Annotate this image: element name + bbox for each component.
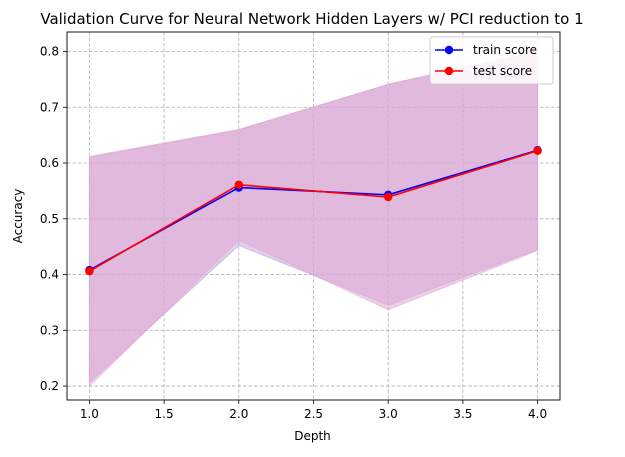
legend-label-1: test score xyxy=(473,64,532,78)
legend-box xyxy=(429,36,554,85)
y-tick-label-2: 0.4 xyxy=(40,268,59,282)
x-tick-label-1: 1.5 xyxy=(155,407,174,421)
series-1-point-0 xyxy=(85,267,94,276)
y-tick-label-3: 0.5 xyxy=(40,212,59,226)
series-1-point-3 xyxy=(533,146,542,155)
legend-marker-1 xyxy=(444,66,454,76)
x-tick-label-2: 2.0 xyxy=(229,407,248,421)
y-axis-label: Accuracy xyxy=(11,189,25,244)
x-tick-label-6: 4.0 xyxy=(528,407,547,421)
series-line-1 xyxy=(89,149,538,272)
y-tick-label-0: 0.2 xyxy=(40,379,59,393)
x-tick-label-3: 2.5 xyxy=(304,407,323,421)
x-axis-label: Depth xyxy=(294,429,331,443)
y-tick-label-4: 0.6 xyxy=(40,156,59,170)
series-1-point-2 xyxy=(383,192,393,202)
y-tick-label-1: 0.3 xyxy=(40,323,59,337)
y-tick-label-6: 0.8 xyxy=(40,45,59,59)
legend-marker-0 xyxy=(444,45,454,55)
x-tick-label-5: 3.5 xyxy=(453,407,472,421)
legend-label-0: train score xyxy=(473,43,537,57)
series-1-point-1 xyxy=(234,180,244,189)
chart-title: Validation Curve for Neural Network Hidd… xyxy=(40,10,583,28)
x-tick-label-4: 3.0 xyxy=(379,407,398,421)
confidence-band-1 xyxy=(88,50,539,388)
x-tick-label-0: 1.0 xyxy=(80,407,99,421)
plot-area: 1.0 1.5 2.0 2.5 3.0 3.5 4.0 0.2 0.3 0.4 0.5 0.6 0.7 0… xyxy=(40,31,561,421)
y-tick-label-5: 0.7 xyxy=(40,100,59,114)
legend: train score test score xyxy=(429,36,554,85)
